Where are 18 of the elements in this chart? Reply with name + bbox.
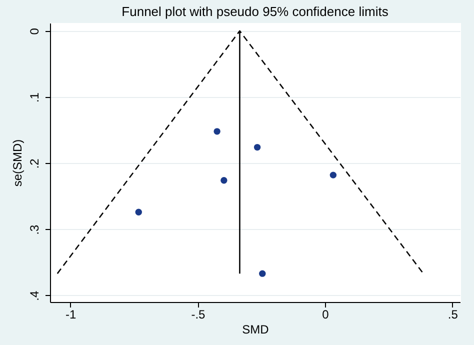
chart-title: Funnel plot with pseudo 95% confidence limits — [122, 4, 389, 19]
x-tick-label: -.5 — [191, 308, 206, 322]
y-tick-label: .3 — [28, 224, 42, 235]
y-tick-label: .4 — [28, 290, 42, 301]
point — [214, 128, 220, 135]
y-tick-label: .2 — [28, 158, 42, 169]
point — [254, 144, 261, 151]
point — [220, 177, 228, 184]
y-axis-title: se(SMD) — [10, 139, 24, 187]
point — [330, 172, 337, 178]
point — [135, 208, 142, 216]
y-tick-label: .1 — [28, 92, 42, 103]
x-tick-label: -1 — [66, 308, 77, 322]
x-tick-label: .5 — [448, 308, 458, 322]
point — [259, 270, 266, 277]
x-axis-title: SMD — [242, 322, 270, 336]
y-tick-label: 0 — [28, 28, 42, 35]
x-tick-label: 0 — [322, 308, 330, 322]
